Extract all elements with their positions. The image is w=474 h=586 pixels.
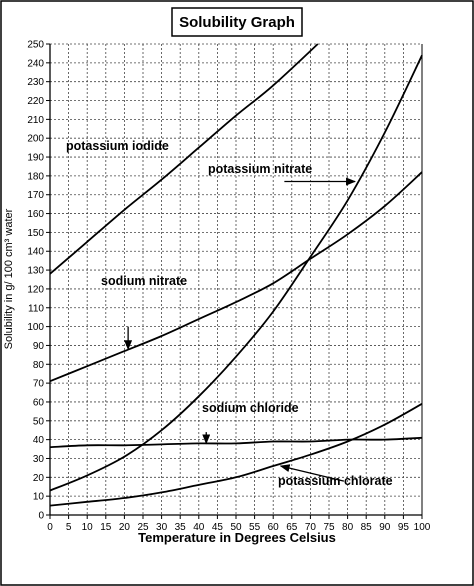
annotation-layer: potassium iodide potassium nitrate sodiu…	[66, 139, 393, 488]
label-sodium-nitrate: sodium nitrate	[101, 274, 187, 288]
x-tick-label: 10	[82, 522, 94, 533]
y-tick-label: 150	[27, 228, 44, 239]
label-potassium-nitrate: potassium nitrate	[208, 162, 312, 176]
y-axis-label: Solubility in g/ 100 cm³ water	[3, 208, 15, 349]
label-sodium-chloride: sodium chloride	[202, 401, 299, 415]
y-tick-label: 0	[38, 511, 44, 522]
y-tick-label: 130	[27, 266, 44, 277]
x-tick-label: 80	[342, 522, 354, 533]
series-line-potassium-nitrate	[49, 54, 423, 492]
arrow-potassium-chlorate	[279, 464, 345, 482]
y-tick-label: 60	[33, 397, 45, 408]
label-potassium-chlorate: potassium chlorate	[278, 474, 393, 488]
y-tick-label: 90	[33, 341, 45, 352]
x-tick-label: 0	[47, 522, 53, 533]
y-tick-label: 110	[28, 303, 44, 314]
x-tick-label: 30	[156, 522, 168, 533]
series-line-potassium-iodide	[49, 43, 319, 275]
x-tick-label: 5	[66, 522, 72, 533]
axes: 0102030405060708090100110120130140150160…	[27, 40, 430, 534]
y-tick-label: 160	[27, 209, 44, 220]
y-tick-label: 170	[27, 190, 44, 201]
x-tick-label: 55	[249, 522, 261, 533]
y-tick-label: 210	[27, 115, 44, 126]
y-tick-label: 80	[33, 360, 45, 371]
x-tick-label: 90	[379, 522, 391, 533]
series-layer	[49, 43, 423, 507]
y-tick-label: 230	[27, 77, 44, 88]
x-tick-label: 40	[193, 522, 205, 533]
x-tick-label: 25	[137, 522, 149, 533]
series-line-potassium-chlorate	[49, 403, 423, 507]
y-tick-label: 30	[33, 454, 45, 465]
y-tick-label: 140	[27, 247, 44, 258]
series-line-sodium-nitrate	[49, 171, 423, 383]
y-tick-label: 250	[27, 40, 44, 51]
x-tick-label: 65	[286, 522, 298, 533]
series-line-sodium-chloride	[49, 436, 423, 449]
y-tick-label: 50	[33, 416, 45, 427]
y-tick-label: 200	[27, 134, 44, 145]
x-tick-label: 60	[268, 522, 280, 533]
x-tick-label: 45	[212, 522, 224, 533]
x-tick-label: 15	[100, 522, 112, 533]
grid	[50, 43, 422, 515]
chart-title: Solubility Graph	[179, 14, 295, 31]
y-tick-label: 120	[27, 284, 44, 295]
y-tick-label: 70	[33, 379, 45, 390]
x-tick-label: 70	[305, 522, 317, 533]
x-tick-label: 100	[414, 522, 431, 533]
y-tick-label: 20	[33, 473, 45, 484]
y-tick-label: 190	[27, 153, 44, 164]
y-tick-label: 240	[27, 58, 44, 69]
x-tick-label: 35	[175, 522, 187, 533]
x-tick-label: 95	[398, 522, 410, 533]
y-tick-label: 220	[27, 96, 44, 107]
y-tick-label: 40	[33, 435, 45, 446]
y-tick-label: 100	[27, 322, 44, 333]
y-tick-label: 10	[33, 492, 45, 503]
x-axis-label: Temperature in Degrees Celsius	[138, 530, 336, 545]
x-tick-label: 75	[323, 522, 335, 533]
title-box	[171, 7, 303, 37]
label-potassium-iodide: potassium iodide	[66, 139, 169, 153]
x-tick-label: 50	[230, 522, 242, 533]
x-tick-label: 20	[119, 522, 131, 533]
x-tick-label: 85	[361, 522, 373, 533]
y-tick-label: 180	[27, 171, 44, 182]
